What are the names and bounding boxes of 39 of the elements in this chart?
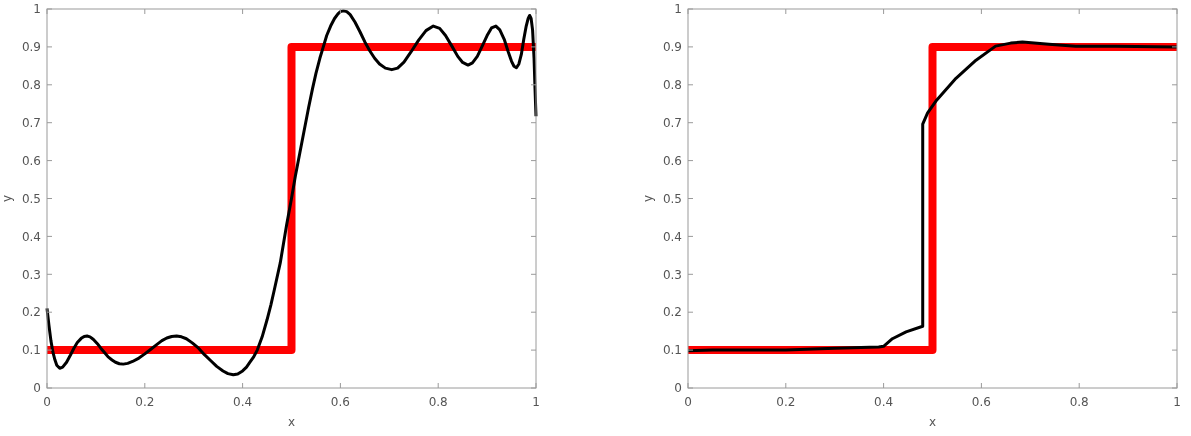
y-tick-label: 0.2 xyxy=(21,305,41,320)
y-tick-label: 0.1 xyxy=(21,343,41,358)
y-tick-label: 0.5 xyxy=(662,191,682,206)
y-tick-label: 0.9 xyxy=(662,40,682,55)
x-tick-label: 1 xyxy=(532,395,540,409)
y-tick-label: 0 xyxy=(674,381,682,396)
x-tick-label: 0.4 xyxy=(233,395,253,409)
y-tick-label: 0.7 xyxy=(21,115,41,130)
x-tick-label: 0.4 xyxy=(874,395,894,409)
y-tick-label: 0.6 xyxy=(21,153,41,168)
y-tick-label: 0.1 xyxy=(662,343,682,358)
y-tick-label: 0.5 xyxy=(21,191,41,206)
x-tick-label: 0.8 xyxy=(1069,395,1089,409)
x-tick-label: 0.8 xyxy=(428,395,448,409)
y-tick-label: 0.7 xyxy=(662,115,682,130)
x-tick-label: 0.6 xyxy=(971,395,991,409)
y-tick-label: 0.8 xyxy=(21,78,41,92)
x-tick-label: 0.2 xyxy=(135,395,155,409)
y-tick-label: 0.3 xyxy=(662,267,682,282)
x-tick-label: 0.2 xyxy=(776,395,796,409)
y-tick-label: 1 xyxy=(33,2,41,17)
x-tick-label: 0 xyxy=(684,395,692,409)
y-tick-label: 0.3 xyxy=(21,267,41,282)
y-tick-label: 0.6 xyxy=(662,153,682,168)
y-tick-label: 0.9 xyxy=(21,40,41,55)
y-axis-title: y xyxy=(0,194,14,203)
y-tick-label: 0.4 xyxy=(21,229,41,244)
y-tick-label: 0 xyxy=(33,381,41,396)
line-series xyxy=(45,9,538,377)
y-tick-label: 0.4 xyxy=(662,229,682,244)
x-tick-label: 0 xyxy=(43,395,51,409)
x-tick-label: 0.6 xyxy=(330,395,350,409)
y-axis-title: y xyxy=(641,194,655,203)
y-tick-label: 1 xyxy=(674,2,682,17)
y-tick-label: 0.2 xyxy=(662,305,682,320)
x-axis-title: x xyxy=(287,415,296,429)
x-tick-label: 1 xyxy=(1173,395,1181,409)
y-tick-label: 0.8 xyxy=(662,78,682,92)
x-axis-title: x xyxy=(928,415,937,429)
